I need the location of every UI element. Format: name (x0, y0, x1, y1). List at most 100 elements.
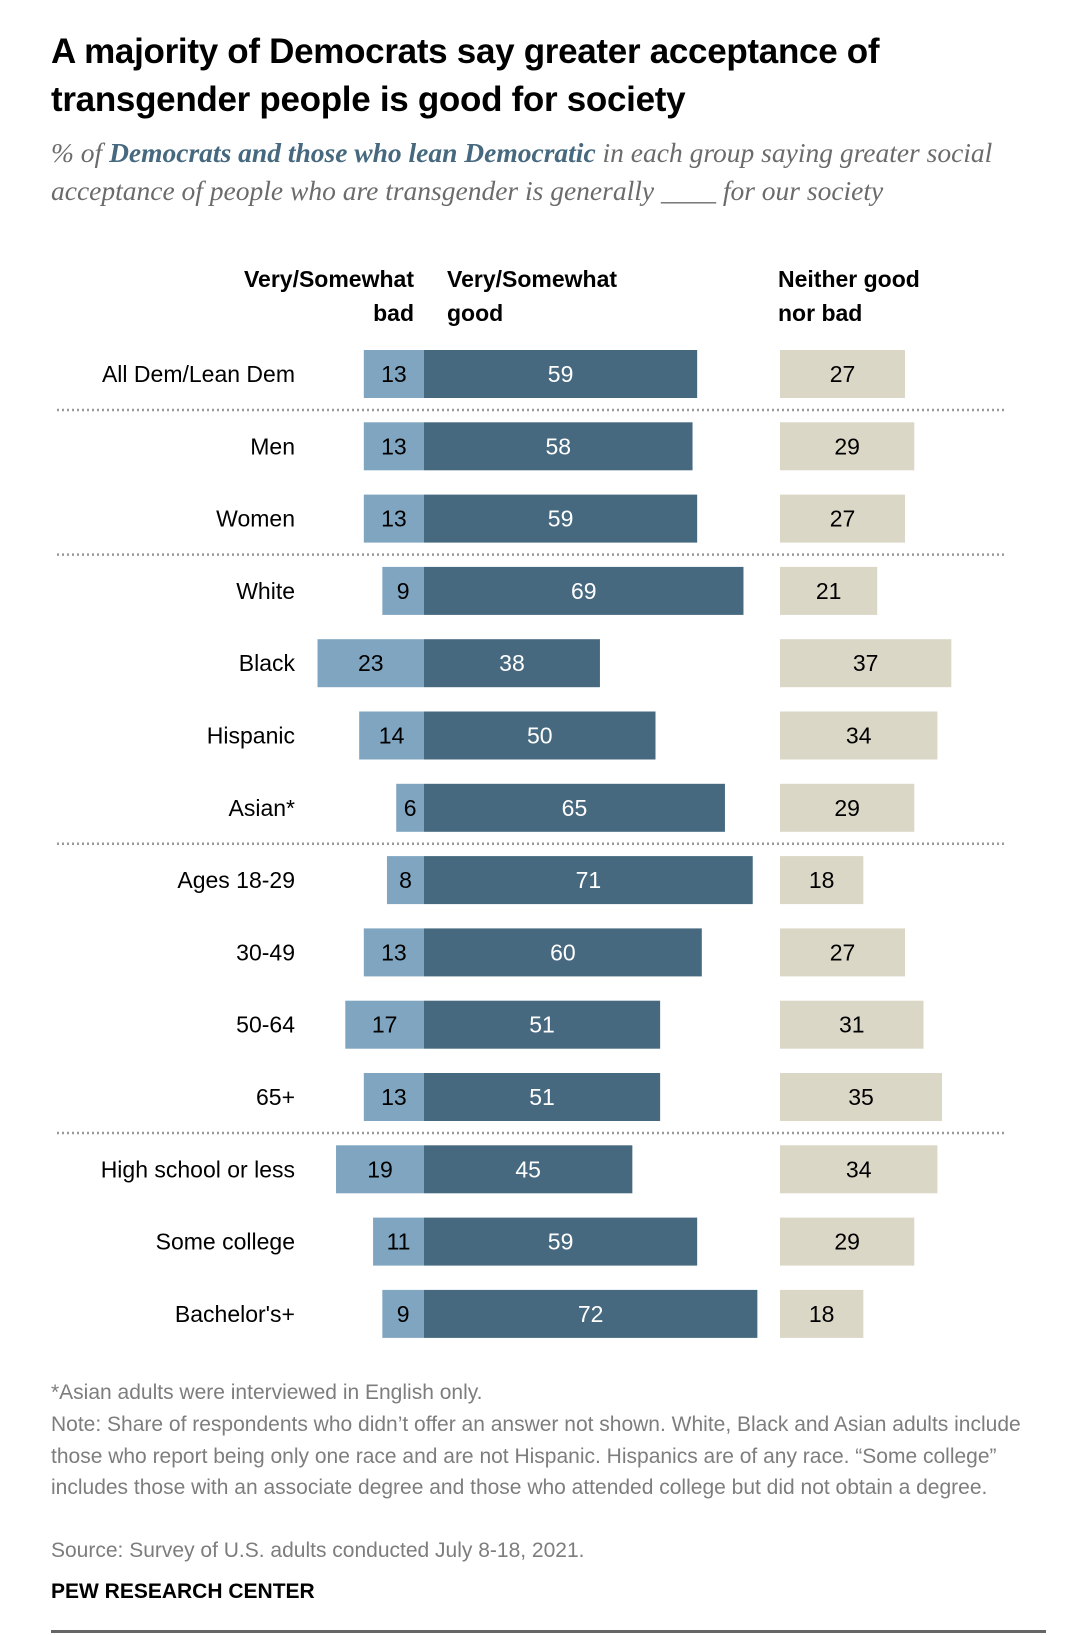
data-label-good: 72 (578, 1301, 604, 1327)
data-label-bad: 13 (381, 939, 407, 965)
category-label: 30-49 (236, 939, 295, 965)
bar-neither (780, 783, 915, 832)
data-label-good: 69 (571, 578, 597, 604)
bar-bad (363, 350, 424, 398)
category-label: 65+ (256, 1084, 295, 1110)
bar-bad (382, 566, 424, 615)
data-label-bad: 9 (397, 1301, 410, 1327)
bar-good (424, 494, 698, 543)
data-label-bad: 13 (381, 506, 407, 532)
data-label-neither: 34 (846, 1156, 872, 1182)
category-label: Asian* (229, 795, 296, 821)
category-label: Men (250, 433, 295, 459)
bar-bad (386, 856, 424, 905)
bar-bad (363, 928, 424, 977)
data-label-neither: 27 (830, 361, 856, 387)
data-label-good: 60 (550, 939, 576, 965)
data-label-good: 50 (527, 723, 553, 749)
data-label-bad: 13 (381, 361, 407, 387)
data-label-bad: 6 (404, 795, 417, 821)
bar-good (424, 711, 656, 760)
category-label: 50-64 (236, 1012, 295, 1038)
data-label-bad: 9 (397, 578, 410, 604)
data-label-good: 51 (529, 1084, 555, 1110)
data-label-neither: 37 (853, 650, 879, 676)
bar-good (424, 783, 725, 832)
data-label-neither: 34 (846, 723, 872, 749)
data-label-good: 58 (545, 433, 571, 459)
data-label-good: 45 (515, 1156, 541, 1182)
bar-bad (359, 711, 424, 760)
data-label-neither: 35 (848, 1084, 874, 1110)
data-label-neither: 18 (809, 1301, 835, 1327)
data-label-good: 59 (548, 1229, 574, 1255)
subtitle-highlight: Democrats and those who lean Democratic (109, 137, 596, 168)
bar-bad (363, 494, 424, 543)
data-label-bad: 8 (399, 867, 412, 893)
data-label-good: 59 (548, 361, 574, 387)
data-label-bad: 19 (367, 1156, 393, 1182)
data-label-bad: 11 (387, 1229, 411, 1255)
bar-neither (780, 1000, 924, 1049)
chart-title: A majority of Democrats say greater acce… (51, 32, 880, 119)
bar-neither (780, 1073, 943, 1121)
bar-neither (780, 566, 878, 615)
bar-neither (780, 856, 864, 905)
bar-bad (396, 783, 424, 832)
bar-good (424, 1289, 758, 1338)
bar-neither (780, 422, 915, 471)
bar-bad (363, 422, 424, 471)
bar-neither (780, 1289, 864, 1338)
data-label-neither: 27 (830, 939, 856, 965)
data-label-neither: 29 (834, 433, 860, 459)
category-label: White (236, 578, 295, 604)
bar-good (424, 856, 753, 905)
bar-bad (317, 639, 424, 688)
data-label-neither: 29 (834, 795, 860, 821)
data-label-bad: 13 (381, 1084, 407, 1110)
bar-neither (780, 1217, 915, 1266)
category-label: Hispanic (207, 723, 295, 749)
bar-neither (780, 350, 906, 398)
category-label: High school or less (101, 1156, 295, 1182)
bar-neither (780, 928, 906, 977)
footnote-note: Note: Share of respondents who didn’t of… (51, 1413, 1021, 1499)
data-label-neither: 18 (809, 867, 835, 893)
category-label: All Dem/Lean Dem (102, 361, 295, 387)
data-label-neither: 21 (816, 578, 842, 604)
category-label: Women (216, 506, 295, 532)
subtitle-suffix: in each group saying greater social acce… (51, 137, 993, 206)
data-label-good: 51 (529, 1012, 555, 1038)
footnote-asterisk: *Asian adults were interviewed in Englis… (51, 1381, 483, 1404)
data-label-good: 65 (562, 795, 588, 821)
data-label-good: 71 (576, 867, 602, 893)
bar-neither (780, 711, 938, 760)
bar-good (424, 1145, 633, 1194)
bar-good (424, 566, 744, 615)
category-label: Ages 18-29 (177, 867, 295, 893)
data-label-good: 38 (499, 650, 525, 676)
diverging-bar-chart: All Dem/Lean Dem 13 59 27 Men 13 58 29 Women 13 59… (57, 350, 1005, 1338)
bar-bad (382, 1289, 424, 1338)
bar-neither (780, 1145, 938, 1194)
bar-bad (363, 1073, 424, 1121)
subtitle-prefix: % of (51, 137, 110, 168)
category-label: Some college (156, 1229, 295, 1255)
chart-subtitle: % of Democrats and those who lean Democr… (51, 134, 1051, 210)
bar-bad (336, 1145, 424, 1194)
bar-bad (345, 1000, 424, 1049)
bottom-rule (51, 1630, 1046, 1633)
category-label: Black (239, 650, 296, 676)
data-label-good: 59 (548, 506, 574, 532)
brand-logo-text: PEW RESEARCH CENTER (51, 1580, 315, 1603)
bar-good (424, 1073, 661, 1121)
bar-good (424, 1000, 661, 1049)
bar-good (424, 928, 702, 977)
column-header-good: Very/Somewhat good (447, 266, 618, 326)
data-label-bad: 23 (358, 650, 384, 676)
bar-good (424, 1217, 698, 1266)
data-label-bad: 14 (379, 723, 405, 749)
data-label-bad: 17 (372, 1012, 398, 1038)
bar-neither (780, 494, 906, 543)
bar-good (424, 422, 693, 471)
